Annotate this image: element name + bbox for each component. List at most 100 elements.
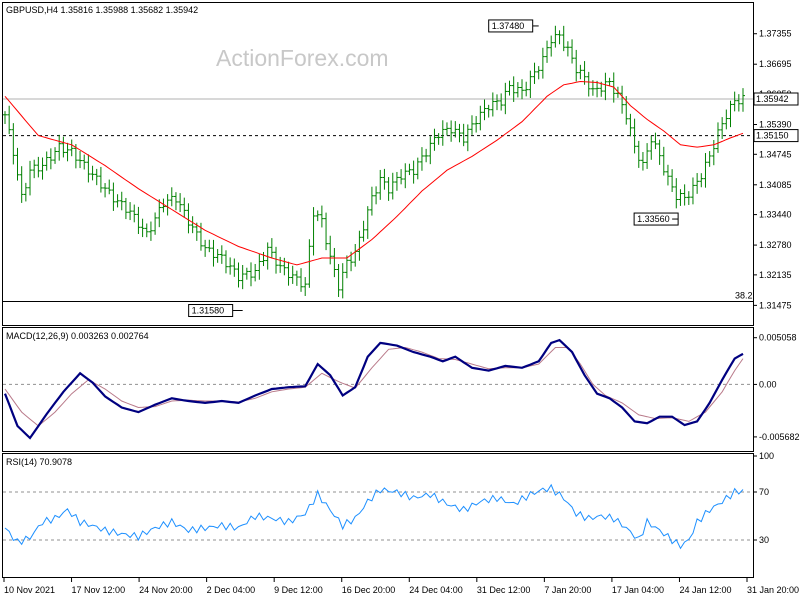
- x-tick-label: 24 Nov 20:00: [139, 585, 193, 595]
- rsi-line: [4, 483, 744, 550]
- price-candle: [390, 172, 395, 200]
- price-candle: [465, 124, 470, 152]
- price-candle: [78, 150, 83, 169]
- price-candle: [136, 206, 141, 235]
- macd-tick-label: -0.005682: [759, 432, 800, 442]
- price-candle: [207, 239, 212, 253]
- price-candle: [632, 118, 637, 154]
- price-candle: [553, 25, 558, 48]
- price-candle: [223, 250, 228, 274]
- price-candle: [182, 197, 187, 218]
- price-candle: [549, 35, 554, 57]
- price-panel-frame: [2, 2, 754, 326]
- rsi-title: RSI(14) 70.9078: [6, 457, 72, 467]
- time-x-axis: 10 Nov 2021 17 Nov 12:00 24 Nov 20:00 2 Dec…: [3, 578, 799, 595]
- x-tick-label: 24 Jan 12:00: [679, 585, 731, 595]
- price-candle: [365, 206, 370, 239]
- macd-y-axis: 0.005058 0.00 -0.005682: [753, 333, 800, 442]
- macd-tick-label: 0.00: [759, 379, 777, 389]
- price-candle: [328, 235, 333, 265]
- price-candle: [695, 173, 700, 194]
- price-candle: [178, 193, 183, 213]
- price-candle: [495, 94, 499, 111]
- x-tick-label: 2 Dec 04:00: [207, 585, 256, 595]
- price-candle: [307, 239, 312, 288]
- price-tick-label: 1.32135: [759, 270, 792, 280]
- price-candle: [678, 189, 683, 206]
- price-candle: [311, 207, 316, 256]
- price-candle: [407, 163, 412, 176]
- price-candle: [532, 62, 537, 84]
- price-tick-label: 1.32780: [759, 240, 792, 250]
- price-candle: [578, 64, 583, 80]
- price-candle: [265, 242, 270, 270]
- price-candle: [724, 109, 729, 130]
- price-candle: [294, 270, 299, 286]
- price-candle: [741, 88, 745, 112]
- price-candle: [232, 258, 237, 277]
- current-price-box: [753, 92, 799, 106]
- price-candle: [257, 253, 262, 280]
- price-grid-lines: 38.2: [3, 98, 753, 303]
- rsi-tick-label: 70: [759, 487, 769, 497]
- price-candle: [169, 187, 174, 207]
- swing-label: 1.33560: [637, 214, 670, 224]
- price-candle: [48, 148, 53, 170]
- price-candle: [32, 159, 37, 179]
- price-candle: [595, 80, 600, 98]
- price-candle: [386, 177, 391, 201]
- rsi-tick-label: 30: [759, 535, 769, 545]
- price-y-axis: 1.373551.366951.360501.353901.347451.340…: [753, 29, 792, 310]
- price-candle: [236, 262, 241, 288]
- price-candles: [3, 25, 745, 299]
- price-candle: [503, 82, 508, 115]
- support-level-label: 1.35150: [756, 131, 789, 141]
- price-candle: [286, 261, 291, 286]
- price-candle: [432, 128, 437, 151]
- panel-frames: [2, 2, 754, 578]
- price-candle: [499, 93, 504, 111]
- price-tick-label: 1.35390: [759, 120, 792, 130]
- price-candle: [23, 182, 28, 202]
- price-candle: [557, 30, 562, 45]
- sma-line: [4, 80, 744, 266]
- price-candle: [249, 262, 253, 287]
- x-tick-label: 31 Dec 12:00: [477, 585, 531, 595]
- price-candle: [282, 257, 287, 276]
- price-candle: [11, 123, 16, 165]
- price-candle: [299, 268, 304, 292]
- price-tick-label: 1.33440: [759, 210, 792, 220]
- price-candle: [98, 166, 103, 193]
- price-candle: [107, 179, 112, 195]
- swing-label: 1.37480: [492, 21, 525, 31]
- price-tick-label: 1.36695: [759, 59, 792, 69]
- price-candle: [699, 173, 704, 188]
- price-candle: [15, 147, 20, 181]
- price-candle: [211, 239, 216, 267]
- price-candle: [424, 148, 429, 163]
- price-candle: [540, 47, 545, 79]
- price-candle: [65, 142, 70, 162]
- x-tick-label: 17 Jan 04:00: [612, 585, 664, 595]
- price-candle: [90, 165, 95, 181]
- price-candle: [344, 255, 349, 279]
- price-candle: [590, 80, 595, 96]
- price-tick-label: 1.37355: [759, 29, 792, 39]
- price-candle: [715, 122, 720, 153]
- price-candle: [319, 205, 324, 228]
- price-candle: [670, 169, 675, 193]
- price-candle: [82, 154, 87, 170]
- price-candle: [528, 70, 533, 98]
- price-candle: [403, 163, 408, 189]
- price-candle: [140, 218, 145, 238]
- price-candle: [640, 152, 645, 171]
- price-candle: [186, 203, 191, 234]
- price-candle: [203, 239, 208, 257]
- price-candle: [628, 113, 633, 137]
- price-candle: [674, 178, 679, 209]
- price-candle: [369, 186, 374, 216]
- price-candle: [419, 147, 424, 171]
- price-candle: [36, 156, 41, 178]
